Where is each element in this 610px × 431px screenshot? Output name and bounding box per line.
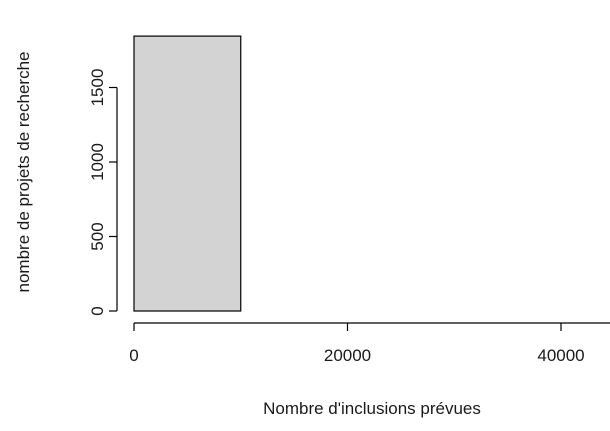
x-axis: 020000400006000080000 bbox=[129, 322, 610, 365]
y-tick-label: 1500 bbox=[88, 69, 107, 107]
x-tick-label: 0 bbox=[129, 346, 138, 365]
histogram-bar-0 bbox=[133, 35, 242, 312]
x-tick-label: 40000 bbox=[537, 346, 584, 365]
y-tick-label: 1000 bbox=[88, 143, 107, 181]
y-axis-title: nombre de projets de recherche bbox=[14, 52, 33, 293]
y-tick-label: 500 bbox=[88, 222, 107, 250]
x-tick-label: 20000 bbox=[324, 346, 371, 365]
bars-group bbox=[133, 35, 242, 312]
y-tick-label: 0 bbox=[88, 306, 107, 315]
x-axis-title: Nombre d'inclusions prévues bbox=[263, 399, 481, 418]
y-axis: 0 500 1000 1500 bbox=[88, 69, 118, 316]
